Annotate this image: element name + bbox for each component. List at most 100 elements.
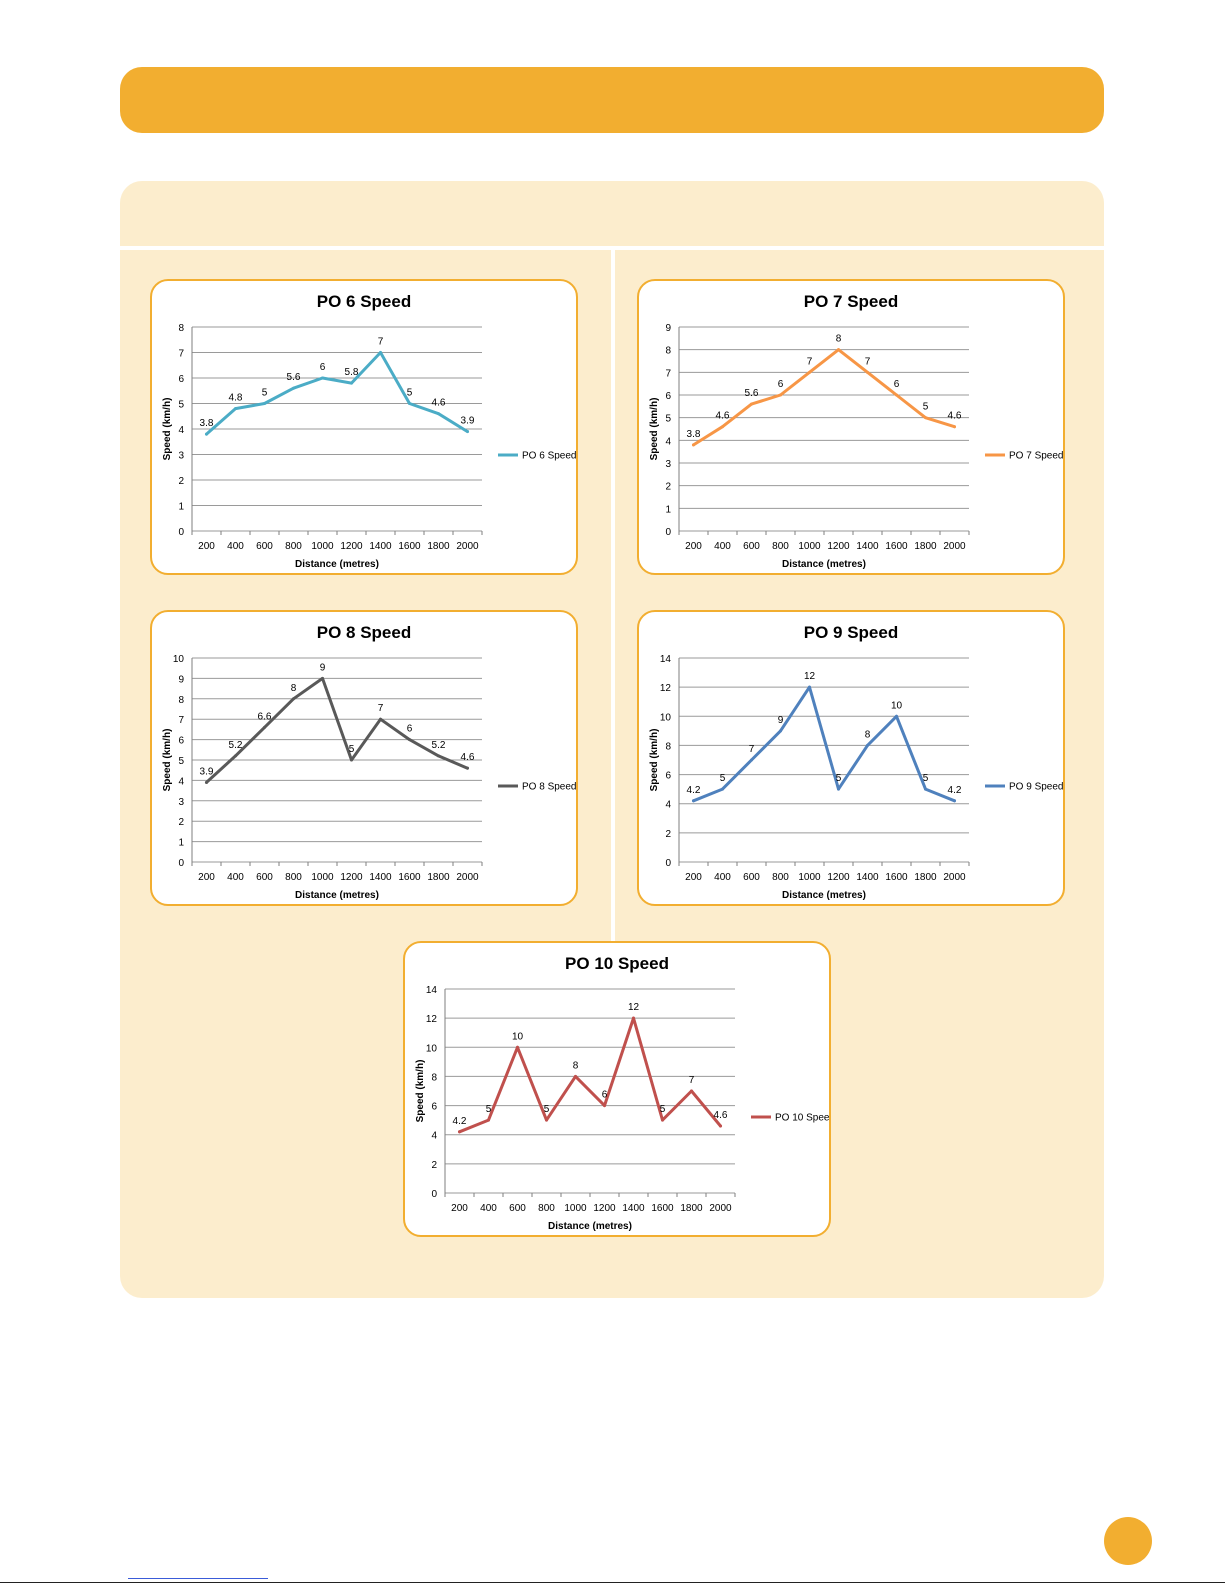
x-tick-label: 200 xyxy=(685,872,702,883)
data-label: 6 xyxy=(320,362,326,373)
x-tick-label: 800 xyxy=(538,1203,555,1214)
y-tick-label: 3 xyxy=(178,451,184,462)
y-tick-label: 12 xyxy=(660,683,672,694)
data-label: 3.9 xyxy=(461,416,475,427)
data-label: 6 xyxy=(407,724,413,735)
x-axis-label: Distance (metres) xyxy=(548,1221,632,1232)
y-tick-label: 10 xyxy=(173,654,185,665)
chart-po9: PO 9 Speed 0 2 4 6 8 10 12 14 200 400 600 800 1000 120… xyxy=(649,623,1063,901)
chart-title: PO 6 Speed xyxy=(317,292,411,311)
y-axis-label: Speed (km/h) xyxy=(162,398,173,461)
data-label: 3.8 xyxy=(687,429,701,440)
data-point xyxy=(953,425,956,429)
x-tick-label: 1200 xyxy=(827,541,850,552)
chart-card-po9: PO 9 Speed 0 2 4 6 8 10 12 14 200 400 600 800 1000 120… xyxy=(637,610,1065,906)
data-label: 5 xyxy=(486,1104,492,1115)
data-label: 5.2 xyxy=(229,740,243,751)
panel-divider-vertical xyxy=(611,250,615,1098)
data-label: 4.6 xyxy=(948,411,962,422)
legend-label: PO 6 Speed xyxy=(522,451,576,462)
y-tick-label: 0 xyxy=(178,527,184,538)
series-line xyxy=(692,685,956,803)
data-point xyxy=(779,393,782,397)
y-tick-label: 14 xyxy=(426,985,438,996)
chart-po6: PO 6 Speed 0 1 2 3 4 5 6 7 8 200 400 600 800 1000 1200 1… xyxy=(162,292,576,570)
x-tick-label: 200 xyxy=(685,541,702,552)
x-tick-label: 1800 xyxy=(680,1203,703,1214)
x-tick-label: 1400 xyxy=(856,872,879,883)
data-point xyxy=(750,402,753,406)
chart-title: PO 7 Speed xyxy=(804,292,898,311)
y-tick-label: 1 xyxy=(178,502,184,513)
data-point xyxy=(234,407,237,411)
y-tick-label: 2 xyxy=(178,476,184,487)
x-tick-label: 1200 xyxy=(340,541,363,552)
legend-label: PO 10 Speed xyxy=(775,1113,829,1124)
x-tick-label: 1200 xyxy=(593,1203,616,1214)
y-tick-label: 5 xyxy=(665,414,671,425)
data-point xyxy=(234,754,237,758)
y-tick-label: 6 xyxy=(665,391,671,402)
y-tick-label: 3 xyxy=(178,797,184,808)
y-axis-label: Speed (km/h) xyxy=(649,398,660,461)
data-label: 6 xyxy=(894,379,900,390)
y-tick-label: 8 xyxy=(431,1072,437,1083)
data-point xyxy=(719,1124,722,1128)
y-axis-label: Speed (km/h) xyxy=(415,1060,426,1123)
x-tick-label: 1200 xyxy=(827,872,850,883)
data-point xyxy=(466,766,469,770)
footer-rule xyxy=(0,1582,1225,1583)
footer-link-underline[interactable] xyxy=(128,1578,268,1579)
data-point xyxy=(321,376,324,380)
legend-label: PO 8 Speed xyxy=(522,782,576,793)
y-tick-label: 4 xyxy=(665,800,671,811)
data-label: 5 xyxy=(923,773,929,784)
data-point xyxy=(263,725,266,729)
data-point xyxy=(953,799,956,803)
data-point xyxy=(837,348,840,352)
y-axis-label: Speed (km/h) xyxy=(649,729,660,792)
x-tick-label: 200 xyxy=(451,1203,468,1214)
data-label: 4.8 xyxy=(229,393,243,404)
x-tick-label: 1400 xyxy=(622,1203,645,1214)
data-label: 5 xyxy=(349,744,355,755)
data-point xyxy=(292,697,295,701)
data-label: 7 xyxy=(865,356,871,367)
data-point xyxy=(866,743,869,747)
series-line xyxy=(692,348,956,447)
x-tick-label: 600 xyxy=(256,872,273,883)
y-tick-label: 9 xyxy=(178,674,184,685)
y-tick-label: 2 xyxy=(665,829,671,840)
data-label: 4.2 xyxy=(948,785,962,796)
x-tick-label: 400 xyxy=(714,872,731,883)
data-point xyxy=(466,430,469,434)
chart-title: PO 10 Speed xyxy=(565,954,669,973)
series-line xyxy=(458,1016,722,1134)
header-bar xyxy=(120,67,1104,133)
y-tick-label: 3 xyxy=(665,459,671,470)
x-tick-label: 600 xyxy=(256,541,273,552)
y-tick-label: 8 xyxy=(665,741,671,752)
x-tick-label: 800 xyxy=(285,541,302,552)
data-point xyxy=(603,1104,606,1108)
x-tick-label: 1400 xyxy=(369,541,392,552)
data-point xyxy=(721,425,724,429)
data-label: 4.2 xyxy=(453,1116,467,1127)
x-tick-label: 1600 xyxy=(398,541,421,552)
data-label: 4.6 xyxy=(461,752,475,763)
data-label: 8 xyxy=(836,334,842,345)
data-label: 10 xyxy=(891,700,903,711)
y-tick-label: 4 xyxy=(431,1131,437,1142)
data-label: 4.6 xyxy=(432,398,446,409)
y-tick-label: 2 xyxy=(665,482,671,493)
chart-po7: PO 7 Speed 0 1 2 3 4 5 6 7 8 9 200 400 600 800 1000 1200… xyxy=(649,292,1063,570)
data-point xyxy=(779,729,782,733)
y-tick-label: 10 xyxy=(660,712,672,723)
x-axis-label: Distance (metres) xyxy=(782,890,866,901)
x-tick-label: 2000 xyxy=(943,541,966,552)
x-tick-label: 1000 xyxy=(798,872,821,883)
x-tick-label: 800 xyxy=(772,872,789,883)
data-label: 10 xyxy=(512,1031,524,1042)
data-point xyxy=(808,685,811,689)
x-tick-label: 600 xyxy=(743,872,760,883)
